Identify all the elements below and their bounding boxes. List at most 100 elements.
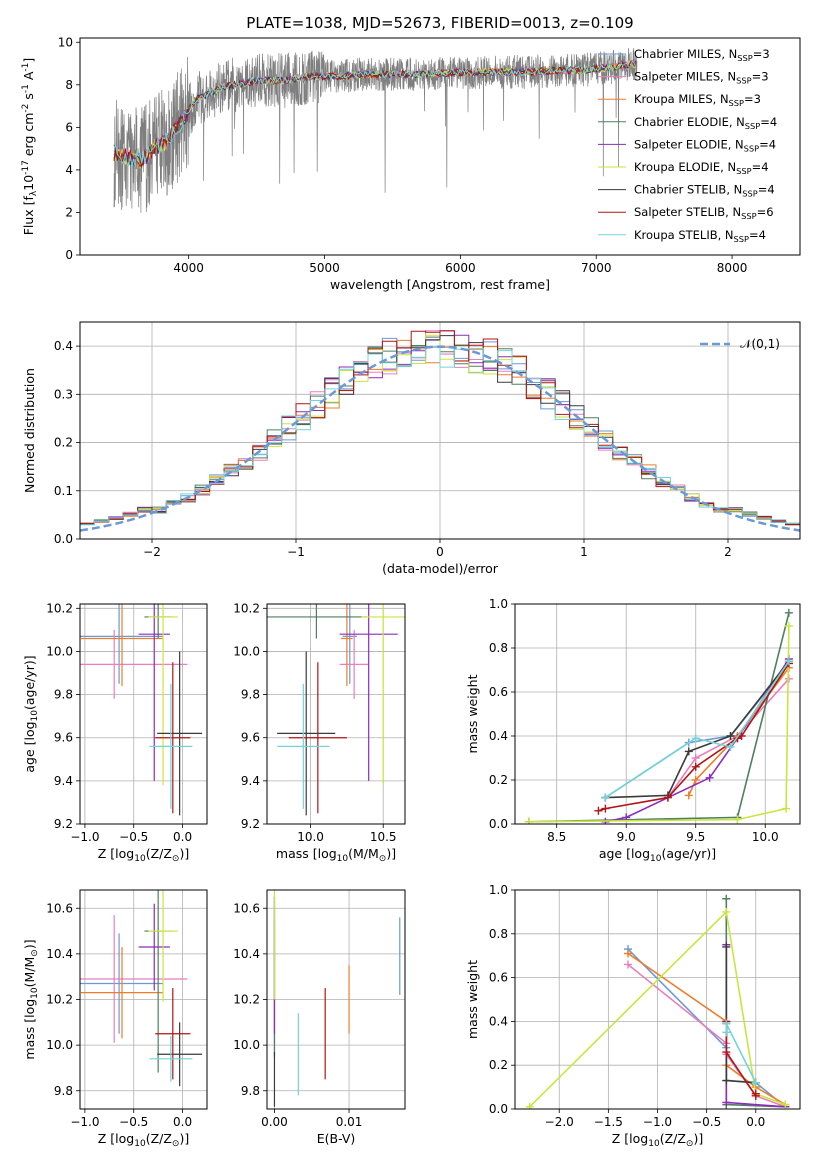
x-tick-label: 2 xyxy=(724,545,732,559)
label-part: =4 xyxy=(759,137,776,151)
x-tick-label: −0.5 xyxy=(119,1115,148,1129)
x-tick-label: 6000 xyxy=(445,261,476,275)
label-part: (M/M xyxy=(22,957,37,988)
x-tick-label: 8000 xyxy=(717,261,748,275)
axes-frame xyxy=(266,889,406,1110)
x-tick-label: 0.0 xyxy=(746,1115,765,1129)
data-point-marker xyxy=(782,804,791,813)
y-tick-label: 10.4 xyxy=(46,947,73,961)
axes-mass-vs-Z: −1.0 −0.5 0.09.810.010.210.410.6Z [log10(Z… xyxy=(22,889,208,1149)
y-tick-label: 9.2 xyxy=(241,817,260,831)
normal-reference-curve xyxy=(80,345,800,532)
y-tick-label: 10.6 xyxy=(46,901,73,915)
y-tick-label: 4 xyxy=(65,163,73,177)
y-axis-label: Normed distribution xyxy=(22,368,37,493)
data-point-marker xyxy=(684,791,693,800)
label-part: 10 xyxy=(134,854,146,864)
data-point-marker xyxy=(525,1102,534,1109)
label-part: s xyxy=(21,93,36,104)
label-part: 10 xyxy=(21,175,36,191)
label-part: Z [log xyxy=(612,1131,648,1146)
data-point-marker xyxy=(594,806,603,815)
data-point-marker xyxy=(784,657,793,666)
y-tick-label: 9.8 xyxy=(54,688,73,702)
label-part: mass [log xyxy=(276,846,337,861)
y-tick-label: 10.4 xyxy=(233,947,260,961)
y-tick-label: 10.0 xyxy=(46,644,73,658)
label-part: SSP xyxy=(741,211,756,221)
data-point-marker xyxy=(733,815,742,824)
label-part: =3 xyxy=(744,92,761,106)
label-part: (data-model)/error xyxy=(382,561,499,576)
label-part: 10 xyxy=(337,854,349,864)
data-point-marker xyxy=(524,817,533,824)
y-tick-label: 10.6 xyxy=(233,901,260,915)
label-part: =4 xyxy=(752,160,769,174)
label-part: -17 xyxy=(21,160,31,175)
plot-area-massweight-vs-Z xyxy=(525,894,790,1109)
label-part: Z [log xyxy=(98,1131,134,1146)
data-point-marker xyxy=(722,1048,731,1057)
x-axis-label: age [log10(age/yr)] xyxy=(599,846,716,864)
y-tick-label: 9.4 xyxy=(241,774,260,788)
x-tick-label: −1 xyxy=(287,545,305,559)
label-part: Z [log xyxy=(98,846,134,861)
data-point-marker xyxy=(601,804,610,813)
label-part: )] xyxy=(22,939,37,949)
x-tick-label: 4000 xyxy=(173,261,204,275)
legend-label: Kroupa STELIB, NSSP=4 xyxy=(634,228,766,244)
label-part: (Z/Z xyxy=(146,846,172,861)
x-tick-label: −1.0 xyxy=(643,1115,672,1129)
x-tick-label: 0.01 xyxy=(336,1115,363,1129)
label-part: )] xyxy=(386,846,396,861)
data-point-marker xyxy=(601,793,610,802)
y-tick-label: 1.0 xyxy=(489,597,508,611)
label-part: Kroupa STELIB, N xyxy=(634,228,734,242)
label-part: SSP xyxy=(745,121,760,131)
y-tick-label: 0.4 xyxy=(54,339,73,353)
label-part: )] xyxy=(179,1131,189,1146)
data-point-marker xyxy=(691,734,700,743)
y-tick-label: 9.8 xyxy=(241,688,260,702)
legend-label: Chabrier STELIB, NSSP=4 xyxy=(634,183,775,199)
x-tick-label: −1.0 xyxy=(70,1115,99,1129)
label-part: erg cm xyxy=(21,113,36,161)
data-point-marker xyxy=(726,743,735,751)
legend-label: 𝒩(0,1) xyxy=(740,337,780,351)
y-tick-label: 0.6 xyxy=(489,685,508,699)
spectrum-model-line xyxy=(113,60,637,168)
data-point-marker xyxy=(722,942,731,951)
plot-area-massweight-vs-age xyxy=(524,608,793,824)
data-point-marker xyxy=(624,960,633,969)
label-part: Normed distribution xyxy=(22,368,37,493)
label-part: )] xyxy=(179,846,189,861)
x-tick-label: 5000 xyxy=(309,261,340,275)
label-part: )] xyxy=(693,1131,703,1146)
label-part: A xyxy=(21,71,36,84)
y-tick-label: 9.8 xyxy=(54,1084,73,1098)
axes-massweight-vs-age: 8.5 9.0 9.5 10.0 0.0 0.2 0.4 0.6 0.8 1.0 age [log1… xyxy=(465,597,801,864)
x-axis-label: (data-model)/error xyxy=(382,561,499,576)
label-part: =3 xyxy=(753,47,770,61)
label-part: ⊙ xyxy=(172,1139,180,1149)
axes-mass-vs-EBV: 0.00 0.01 9.8 10.0 10.2 10.4 10.6 E(B-V) xyxy=(233,889,406,1146)
label-part: ⊙ xyxy=(379,854,387,864)
y-axis-label: mass weight xyxy=(465,960,480,1039)
plot-area-residuals xyxy=(80,330,800,532)
spectrum-model-line xyxy=(113,60,636,167)
label-part: age [log xyxy=(599,846,650,861)
data-point-marker xyxy=(691,762,700,771)
y-tick-label: 10 xyxy=(58,35,73,49)
label-part: Chabrier STELIB, N xyxy=(634,183,742,197)
x-tick-label: −0.5 xyxy=(119,830,148,844)
y-tick-label: 0.2 xyxy=(54,436,73,450)
y-tick-label: 8 xyxy=(65,78,73,92)
label-part: SSP xyxy=(737,53,752,63)
x-axis-label: Z [log10(Z/Z⊙)] xyxy=(612,1131,703,1149)
label-part: -1 xyxy=(21,63,31,72)
y-tick-label: 0.2 xyxy=(489,1058,508,1072)
label-part: Salpeter ELODIE, N xyxy=(634,137,744,151)
label-part: age [log xyxy=(22,721,37,772)
plot-area-mass-vs-Z xyxy=(80,890,203,1087)
label-part: SSP xyxy=(736,76,751,86)
